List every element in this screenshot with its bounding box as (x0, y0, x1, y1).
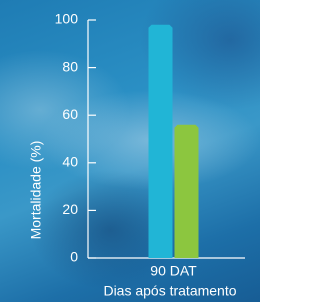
y-axis-label: Mortalidade (%) (28, 141, 44, 240)
bar (175, 125, 199, 258)
y-tick-label: 60 (62, 106, 78, 122)
y-tick-label: 0 (70, 249, 78, 265)
y-tick-label: 100 (55, 11, 79, 27)
x-axis-label: Dias após tratamento (103, 283, 236, 299)
y-tick-label: 20 (62, 201, 78, 217)
bar (149, 25, 173, 258)
chart: Mortalidade (%) Dias após tratamento 0 20… (0, 0, 260, 302)
x-tick-label: 90 DAT (150, 263, 197, 279)
y-tick-label: 80 (62, 58, 78, 74)
y-tick-label: 40 (62, 154, 78, 170)
page: Mortalidade (%) Dias após tratamento 0 20… (0, 0, 260, 302)
